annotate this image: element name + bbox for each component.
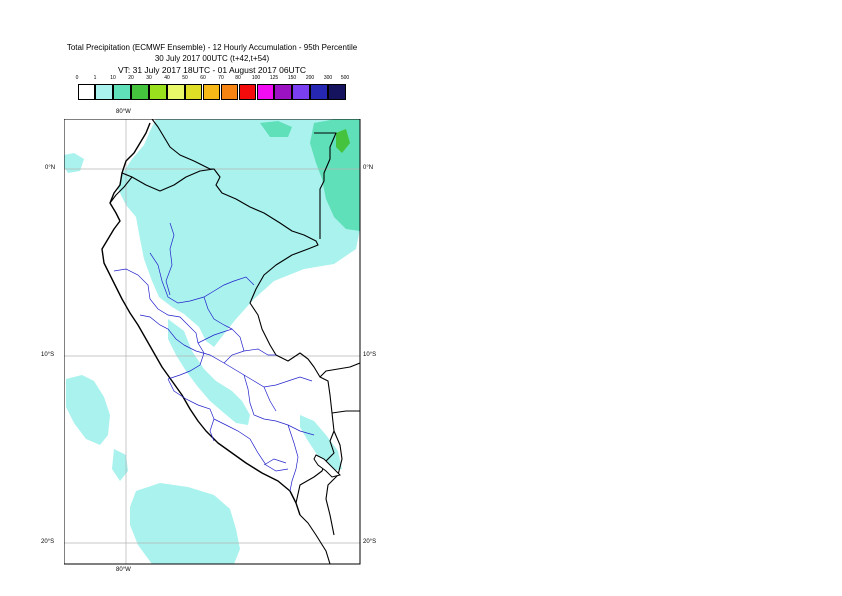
precip-shading: [64, 119, 360, 564]
legend-swatch: [310, 84, 328, 100]
legend-label: 500: [340, 75, 350, 81]
legend-label: 200: [305, 75, 315, 81]
lat-label-left: 0°N: [45, 165, 56, 171]
precip-area-20-30mm: [336, 129, 350, 153]
precip-area-10-20mm: [310, 119, 360, 231]
lat-label-left: 10°S: [41, 352, 55, 358]
lon-label-top: 80°W: [116, 109, 131, 115]
lake-titicaca: [313, 454, 341, 478]
legend-swatch: [256, 84, 274, 100]
legend-label: 20: [128, 75, 134, 81]
title-line-3: VT: 31 July 2017 18UTC - 01 August 2017 …: [117, 65, 307, 75]
precip-area-1-10mm: [130, 483, 240, 564]
precip-area-1-10mm: [168, 319, 250, 425]
precip-area-10-20mm: [260, 121, 292, 137]
legend-swatch: [274, 84, 292, 100]
legend-swatch: [167, 84, 185, 100]
title-line-1: Total Precipitation (ECMWF Ensemble) - 1…: [66, 43, 358, 52]
legend-swatch: [328, 84, 346, 100]
country-borders: [101, 119, 360, 564]
legend-swatch: [131, 84, 149, 100]
map-frame: [64, 119, 361, 565]
bolivia-border-north: [319, 362, 360, 378]
title-line-2: 30 July 2017 00UTC (t+42,t+54): [154, 54, 270, 63]
precip-area-1-10mm: [64, 153, 84, 173]
legend-swatch: [202, 84, 221, 100]
precip-area-1-10mm: [300, 415, 342, 471]
legend-label: 0: [75, 75, 79, 81]
precip-area-1-10mm: [66, 375, 110, 445]
legend-label: 40: [164, 75, 170, 81]
legend-swatch: [149, 84, 167, 100]
lat-label-right: 0°N: [363, 165, 374, 171]
precipitation-map: [64, 119, 361, 565]
lat-label-left: 20°S: [41, 539, 55, 545]
ecuador-colombia-border: [109, 119, 214, 204]
legend-label: 10: [110, 75, 116, 81]
legend-swatch: [184, 84, 203, 100]
legend-label: 100: [251, 75, 261, 81]
legend-label: 150: [287, 75, 297, 81]
legend-swatch: [113, 84, 131, 100]
regional-boundaries: [113, 222, 315, 492]
colombia-brazil-border: [314, 132, 337, 239]
lat-label-right: 10°S: [363, 352, 377, 358]
precip-area-1-10mm: [118, 119, 360, 347]
legend-label: 50: [182, 75, 188, 81]
legend-label: 1: [93, 75, 97, 81]
precip-area-1-10mm: [112, 449, 128, 481]
legend-label: 70: [218, 75, 224, 81]
lat-label-right: 20°S: [363, 539, 377, 545]
legend-swatch: [95, 84, 113, 100]
legend-swatch: [238, 84, 257, 100]
bolivia-chile-border: [299, 410, 360, 564]
coastline: [101, 122, 301, 516]
legend-label: 300: [323, 75, 333, 81]
legend-label: 30: [146, 75, 152, 81]
legend-label: 80: [235, 75, 241, 81]
legend-swatch: [77, 84, 95, 100]
lon-label-bottom: 80°W: [116, 567, 131, 573]
legend-label: 125: [269, 75, 279, 81]
peru-border: [121, 168, 335, 504]
legend-swatch: [292, 84, 310, 100]
legend-swatch: [220, 84, 239, 100]
legend-label: 60: [200, 75, 206, 81]
